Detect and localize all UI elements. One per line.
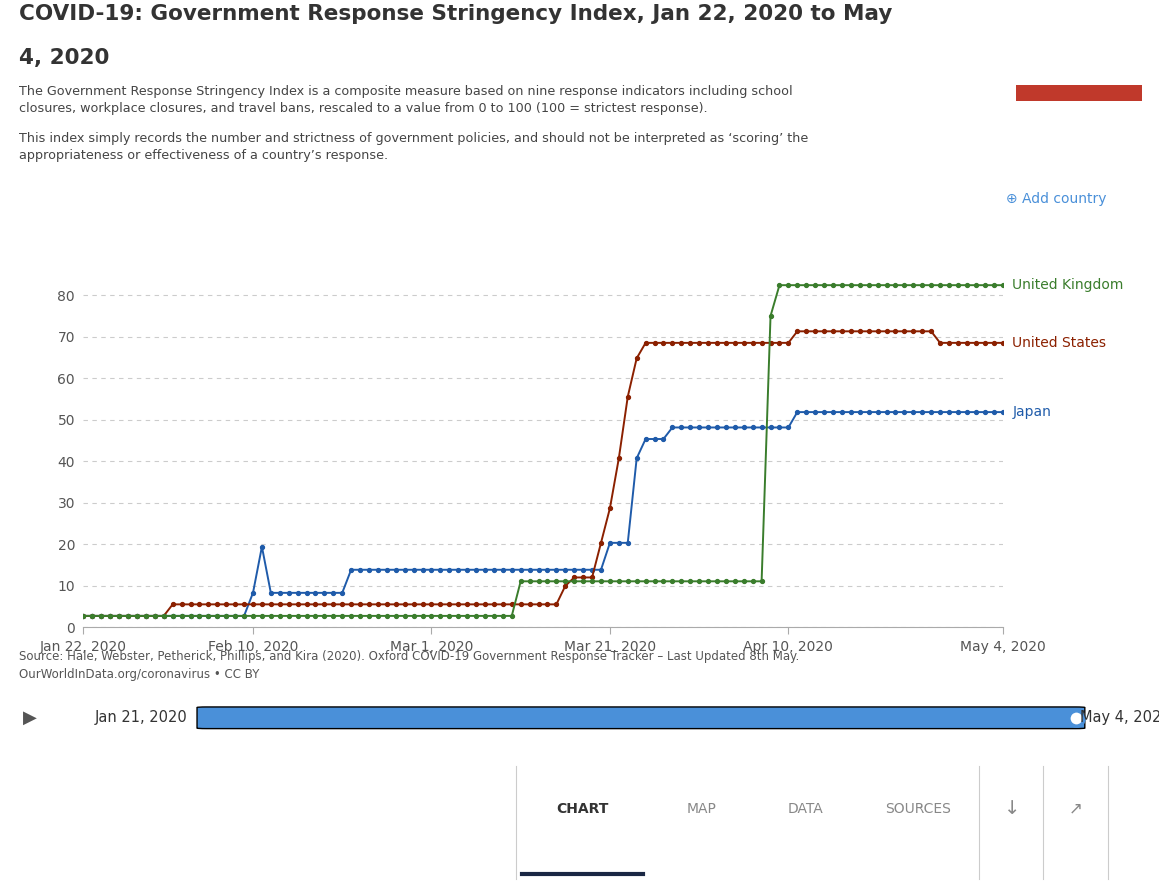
Text: ⊕ Add country: ⊕ Add country <box>1006 192 1107 206</box>
Text: Japan: Japan <box>1012 405 1051 419</box>
Text: The Government Response Stringency Index is a composite measure based on nine re: The Government Response Stringency Index… <box>19 85 792 115</box>
Text: ↓: ↓ <box>1004 799 1020 818</box>
Bar <box>1016 85 1142 101</box>
Text: United States: United States <box>1012 336 1106 350</box>
Text: SOURCES: SOURCES <box>885 802 952 816</box>
Text: DATA: DATA <box>788 802 823 816</box>
FancyBboxPatch shape <box>197 707 1085 729</box>
Text: United Kingdom: United Kingdom <box>1012 279 1123 292</box>
Text: Source: Hale, Webster, Petherick, Phillips, and Kira (2020). Oxford COVID-19 Gov: Source: Hale, Webster, Petherick, Philli… <box>19 650 799 681</box>
Text: MAP: MAP <box>686 802 716 816</box>
Text: in Data: in Data <box>1049 61 1109 75</box>
Text: COVID-19: Government Response Stringency Index, Jan 22, 2020 to May: COVID-19: Government Response Stringency… <box>19 4 892 24</box>
Text: ↗: ↗ <box>1069 800 1083 818</box>
Text: This index simply records the number and strictness of government policies, and : This index simply records the number and… <box>19 132 808 162</box>
Text: 4, 2020: 4, 2020 <box>19 48 109 68</box>
Text: ▶: ▶ <box>23 708 37 727</box>
Text: Jan 21, 2020: Jan 21, 2020 <box>95 710 188 725</box>
Text: CHART: CHART <box>556 802 608 816</box>
Text: Our World: Our World <box>1037 36 1121 51</box>
Text: May 4, 2020: May 4, 2020 <box>1080 710 1159 725</box>
